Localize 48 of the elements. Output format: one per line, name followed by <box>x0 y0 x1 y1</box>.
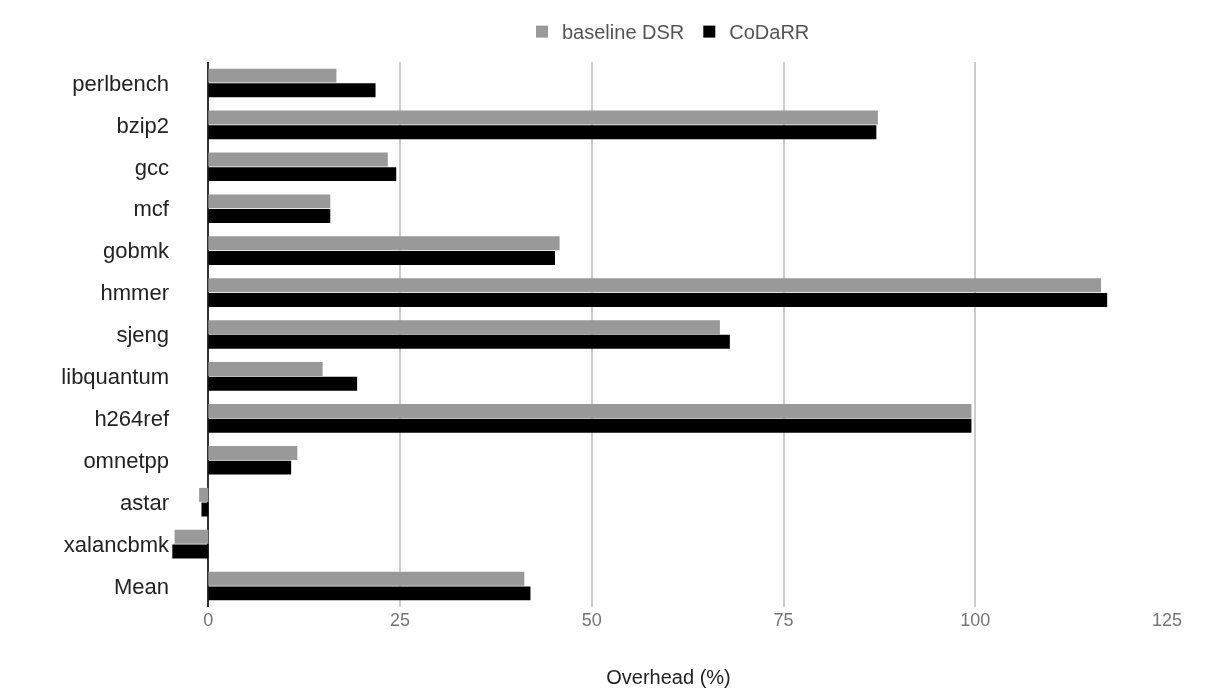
y-tick-label: gcc <box>134 154 169 180</box>
y-tick-label: xalancbmk <box>63 531 170 557</box>
bar <box>208 418 972 433</box>
legend-label: baseline DSR <box>562 21 685 44</box>
x-tick-label: 75 <box>773 610 794 630</box>
bar <box>208 110 878 125</box>
y-tick-label: omnetpp <box>83 447 169 473</box>
x-tick-label: 125 <box>1151 610 1183 630</box>
bar <box>208 236 560 251</box>
bar <box>208 83 376 98</box>
bar <box>208 460 292 475</box>
y-tick-label: h264ref <box>94 406 170 432</box>
bar <box>208 68 337 83</box>
bar <box>208 278 1102 293</box>
y-tick-label: perlbench <box>72 70 169 96</box>
bar <box>208 334 730 349</box>
x-axis-title: Overhead (%) <box>606 665 731 688</box>
x-tick-label: 50 <box>581 610 602 630</box>
bar <box>208 320 720 335</box>
x-tick-label: 25 <box>390 610 411 630</box>
y-tick-label: Mean <box>113 573 169 599</box>
y-tick-label: libquantum <box>61 364 169 390</box>
y-tick-label: astar <box>120 489 169 515</box>
bar <box>172 544 209 559</box>
y-tick-label: gobmk <box>102 238 170 264</box>
bar <box>208 376 358 391</box>
bar <box>208 194 331 209</box>
bar <box>208 362 323 377</box>
bar <box>208 209 331 224</box>
bar <box>208 586 531 601</box>
y-tick-label: hmmer <box>100 280 169 306</box>
bar <box>208 445 298 460</box>
bar <box>208 152 388 167</box>
x-tick-label: 0 <box>203 610 214 630</box>
bar <box>208 167 397 182</box>
bar <box>208 292 1108 307</box>
x-tick-label: 100 <box>960 610 991 630</box>
bar <box>208 251 555 265</box>
y-tick-label: bzip2 <box>116 112 169 138</box>
bar <box>174 529 209 544</box>
bar <box>208 571 525 586</box>
bar <box>208 404 972 418</box>
bar <box>199 487 209 502</box>
bar <box>201 502 209 517</box>
y-tick-label: mcf <box>133 196 170 222</box>
legend-label: CoDaRR <box>729 21 810 44</box>
bar <box>208 125 877 140</box>
y-tick-label: sjeng <box>116 322 169 348</box>
